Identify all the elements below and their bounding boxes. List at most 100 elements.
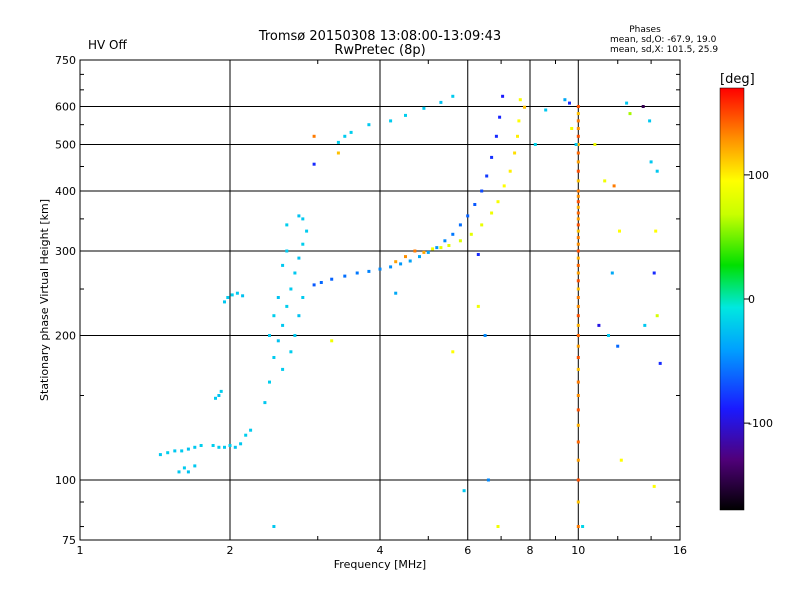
data-point xyxy=(649,160,653,164)
data-point xyxy=(367,123,371,127)
data-point xyxy=(217,445,221,449)
data-point xyxy=(576,380,580,384)
y-tick-label: 300 xyxy=(55,245,76,258)
data-point xyxy=(544,108,548,112)
data-point xyxy=(607,334,610,337)
data-point xyxy=(625,101,629,105)
data-point xyxy=(576,323,580,327)
data-point xyxy=(458,239,462,243)
data-point xyxy=(618,229,621,233)
data-point xyxy=(576,478,580,482)
data-point xyxy=(576,127,580,130)
data-point xyxy=(498,115,502,119)
data-point xyxy=(447,244,451,247)
data-point xyxy=(418,255,421,259)
data-point xyxy=(451,232,455,236)
data-point xyxy=(502,184,506,188)
data-point xyxy=(641,105,645,108)
data-point xyxy=(610,271,614,275)
data-point xyxy=(226,296,230,299)
data-point xyxy=(223,445,226,449)
data-point xyxy=(281,367,285,371)
data-point xyxy=(394,260,398,264)
data-point xyxy=(439,246,443,250)
colorbar-ticks: 100 0 -100 xyxy=(744,169,773,430)
data-point xyxy=(513,151,517,155)
y-tick-label: 600 xyxy=(55,101,76,114)
data-point xyxy=(643,323,647,327)
colorbar-tick-label: -100 xyxy=(748,417,773,430)
data-point xyxy=(281,263,285,267)
data-point xyxy=(462,489,466,493)
data-point xyxy=(211,444,215,447)
data-point xyxy=(508,169,512,173)
y-tick-label: 100 xyxy=(55,474,76,487)
data-point xyxy=(285,304,289,308)
data-point xyxy=(480,223,484,227)
data-point xyxy=(166,451,170,455)
data-point xyxy=(443,239,447,243)
data-point xyxy=(576,194,580,198)
data-point xyxy=(576,205,580,209)
data-point xyxy=(330,277,334,281)
data-point xyxy=(297,314,301,318)
data-point xyxy=(249,428,253,432)
x-tick-label: 6 xyxy=(464,544,471,557)
data-point xyxy=(576,296,580,299)
x-tick-label: 16 xyxy=(673,544,687,557)
data-point xyxy=(654,229,658,233)
data-point xyxy=(483,334,487,337)
phases-x-mode: mean, sd,X: 101.5, 25.9 xyxy=(610,45,718,55)
data-point xyxy=(517,119,521,123)
data-point xyxy=(494,134,498,138)
data-point xyxy=(301,217,305,221)
data-point xyxy=(576,271,580,275)
data-point xyxy=(158,453,162,457)
data-point xyxy=(422,250,426,254)
data-point xyxy=(431,247,435,251)
data-point xyxy=(576,249,580,253)
colorbar-tick-label: 100 xyxy=(748,169,769,182)
data-point xyxy=(272,525,276,528)
x-tick-label: 2 xyxy=(227,544,234,557)
data-point xyxy=(268,380,271,384)
data-point xyxy=(576,189,580,193)
data-point xyxy=(289,287,293,291)
data-point xyxy=(367,269,371,273)
data-point xyxy=(394,291,398,295)
data-point xyxy=(466,214,470,218)
data-point xyxy=(476,304,480,308)
data-point xyxy=(469,232,473,236)
data-point xyxy=(301,296,305,299)
data-point xyxy=(576,525,580,528)
y-tick-label: 750 xyxy=(55,54,76,67)
data-point xyxy=(518,98,522,102)
data-point xyxy=(182,466,186,470)
data-point xyxy=(214,396,217,400)
data-points xyxy=(158,94,662,528)
data-point xyxy=(576,314,580,318)
data-point xyxy=(576,256,580,260)
data-point xyxy=(576,151,580,155)
data-point xyxy=(603,179,607,183)
data-point xyxy=(597,323,601,327)
data-point xyxy=(219,389,223,393)
data-point xyxy=(576,408,580,412)
data-point xyxy=(228,444,232,447)
data-point xyxy=(576,112,580,116)
data-point xyxy=(576,334,580,337)
chart-title: Tromsø 20150308 13:08:00-13:09:43 xyxy=(258,29,501,44)
data-point xyxy=(193,464,197,468)
data-point xyxy=(648,119,652,123)
data-point xyxy=(593,143,597,146)
data-point xyxy=(496,525,500,528)
data-point xyxy=(576,134,580,138)
data-point xyxy=(426,250,430,254)
data-point xyxy=(276,296,280,299)
data-point xyxy=(501,94,505,98)
data-point xyxy=(576,263,580,267)
data-point xyxy=(312,283,316,287)
data-point xyxy=(439,100,443,104)
data-point xyxy=(285,223,289,227)
data-point xyxy=(349,130,353,134)
